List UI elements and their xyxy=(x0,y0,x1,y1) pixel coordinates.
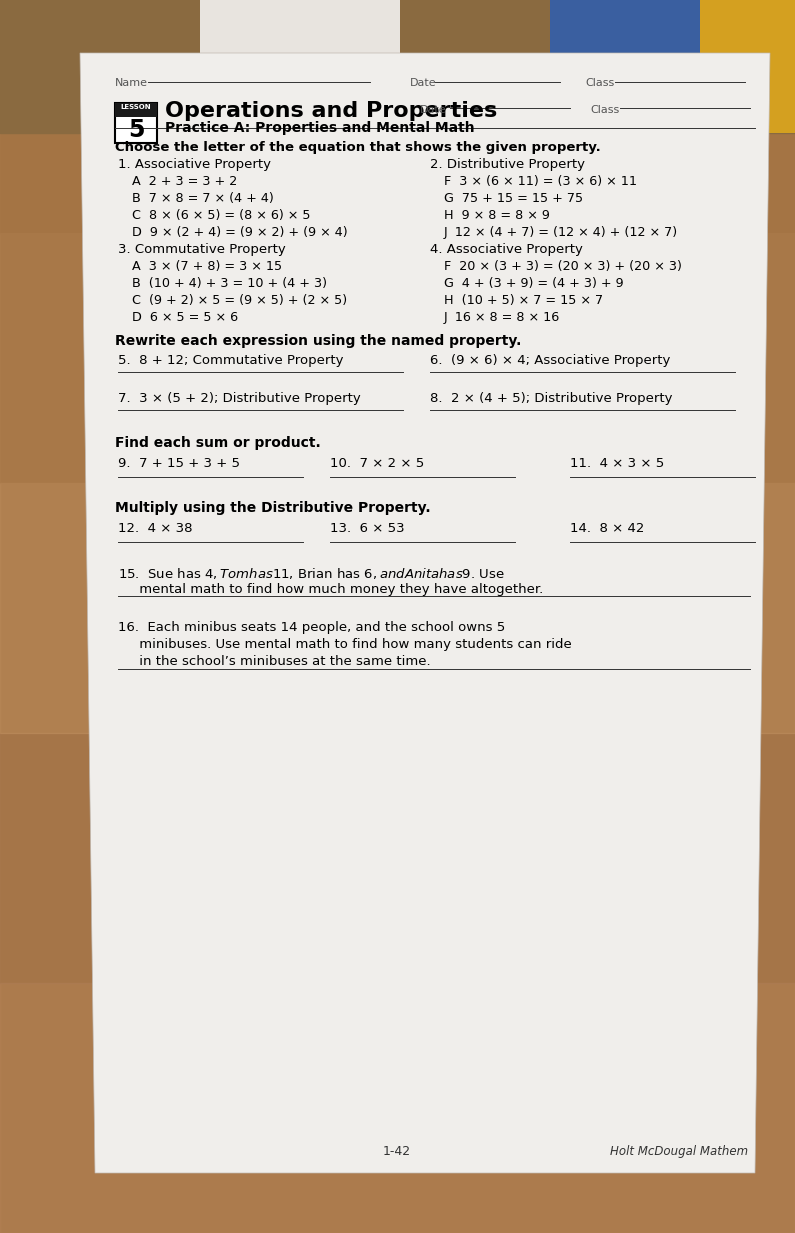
Text: H  9 × 8 = 8 × 9: H 9 × 8 = 8 × 9 xyxy=(444,210,550,222)
Text: 10.  7 × 2 × 5: 10. 7 × 2 × 5 xyxy=(330,457,425,470)
FancyBboxPatch shape xyxy=(550,0,795,83)
Polygon shape xyxy=(80,53,770,1173)
Text: Operations and Properties: Operations and Properties xyxy=(165,101,497,121)
Text: 1. Associative Property: 1. Associative Property xyxy=(118,158,271,171)
Text: Class: Class xyxy=(585,78,615,88)
Text: 8.  2 × (4 + 5); Distributive Property: 8. 2 × (4 + 5); Distributive Property xyxy=(430,392,673,404)
Text: 4. Associative Property: 4. Associative Property xyxy=(430,243,583,256)
Text: Practice A: Properties and Mental Math: Practice A: Properties and Mental Math xyxy=(165,121,475,134)
Text: 14.  8 × 42: 14. 8 × 42 xyxy=(570,522,645,535)
Text: in the school’s minibuses at the same time.: in the school’s minibuses at the same ti… xyxy=(118,655,431,668)
Text: Holt McDougal Mathem: Holt McDougal Mathem xyxy=(610,1145,748,1158)
Text: Date: Date xyxy=(420,105,447,115)
Text: 13.  6 × 53: 13. 6 × 53 xyxy=(330,522,405,535)
Text: F  3 × (6 × 11) = (3 × 6) × 11: F 3 × (6 × 11) = (3 × 6) × 11 xyxy=(444,175,637,187)
Text: B  (10 + 4) + 3 = 10 + (4 + 3): B (10 + 4) + 3 = 10 + (4 + 3) xyxy=(132,277,327,290)
Text: minibuses. Use mental math to find how many students can ride: minibuses. Use mental math to find how m… xyxy=(118,637,572,651)
Text: LESSON: LESSON xyxy=(121,104,151,110)
Text: H  (10 + 5) × 7 = 15 × 7: H (10 + 5) × 7 = 15 × 7 xyxy=(444,293,603,307)
Text: Name: Name xyxy=(115,78,148,88)
FancyBboxPatch shape xyxy=(115,104,157,117)
Text: mental math to find how much money they have altogether.: mental math to find how much money they … xyxy=(118,583,543,596)
Text: 5: 5 xyxy=(128,118,144,142)
Text: 1-42: 1-42 xyxy=(383,1145,411,1158)
Text: 3. Commutative Property: 3. Commutative Property xyxy=(118,243,285,256)
Text: D  6 × 5 = 5 × 6: D 6 × 5 = 5 × 6 xyxy=(132,311,238,324)
Text: A  3 × (7 + 8) = 3 × 15: A 3 × (7 + 8) = 3 × 15 xyxy=(132,260,282,272)
Text: 16.  Each minibus seats 14 people, and the school owns 5: 16. Each minibus seats 14 people, and th… xyxy=(118,621,506,634)
Text: 2. Distributive Property: 2. Distributive Property xyxy=(430,158,585,171)
Text: J  16 × 8 = 8 × 16: J 16 × 8 = 8 × 16 xyxy=(444,311,560,324)
Text: Find each sum or product.: Find each sum or product. xyxy=(115,436,320,450)
Text: G  75 + 15 = 15 + 75: G 75 + 15 = 15 + 75 xyxy=(444,192,583,205)
Text: Class: Class xyxy=(590,105,619,115)
Text: A  2 + 3 = 3 + 2: A 2 + 3 = 3 + 2 xyxy=(132,175,237,187)
Text: 5.  8 + 12; Commutative Property: 5. 8 + 12; Commutative Property xyxy=(118,354,343,367)
Text: D  9 × (2 + 4) = (9 × 2) + (9 × 4): D 9 × (2 + 4) = (9 × 2) + (9 × 4) xyxy=(132,226,347,239)
Text: F  20 × (3 + 3) = (20 × 3) + (20 × 3): F 20 × (3 + 3) = (20 × 3) + (20 × 3) xyxy=(444,260,682,272)
FancyBboxPatch shape xyxy=(200,0,400,73)
Text: B  7 × 8 = 7 × (4 + 4): B 7 × 8 = 7 × (4 + 4) xyxy=(132,192,273,205)
Text: J  12 × (4 + 7) = (12 × 4) + (12 × 7): J 12 × (4 + 7) = (12 × 4) + (12 × 7) xyxy=(444,226,678,239)
Text: G  4 + (3 + 9) = (4 + 3) + 9: G 4 + (3 + 9) = (4 + 3) + 9 xyxy=(444,277,623,290)
FancyBboxPatch shape xyxy=(115,104,157,143)
Text: C  (9 + 2) × 5 = (9 × 5) + (2 × 5): C (9 + 2) × 5 = (9 × 5) + (2 × 5) xyxy=(132,293,347,307)
Text: 7.  3 × (5 + 2); Distributive Property: 7. 3 × (5 + 2); Distributive Property xyxy=(118,392,361,404)
Text: 11.  4 × 3 × 5: 11. 4 × 3 × 5 xyxy=(570,457,665,470)
Text: 6.  (9 × 6) × 4; Associative Property: 6. (9 × 6) × 4; Associative Property xyxy=(430,354,670,367)
Text: 9.  7 + 15 + 3 + 5: 9. 7 + 15 + 3 + 5 xyxy=(118,457,240,470)
FancyBboxPatch shape xyxy=(700,0,795,133)
Text: Date: Date xyxy=(410,78,436,88)
Text: C  8 × (6 × 5) = (8 × 6) × 5: C 8 × (6 × 5) = (8 × 6) × 5 xyxy=(132,210,311,222)
Text: Choose the letter of the equation that shows the given property.: Choose the letter of the equation that s… xyxy=(115,141,601,154)
Text: Multiply using the Distributive Property.: Multiply using the Distributive Property… xyxy=(115,501,431,515)
Text: 15.  Sue has $4, Tom has $11, Brian has $6, and Anita has $9. Use: 15. Sue has $4, Tom has $11, Brian has $… xyxy=(118,566,505,581)
Text: Rewrite each expression using the named property.: Rewrite each expression using the named … xyxy=(115,334,522,348)
Text: 12.  4 × 38: 12. 4 × 38 xyxy=(118,522,192,535)
